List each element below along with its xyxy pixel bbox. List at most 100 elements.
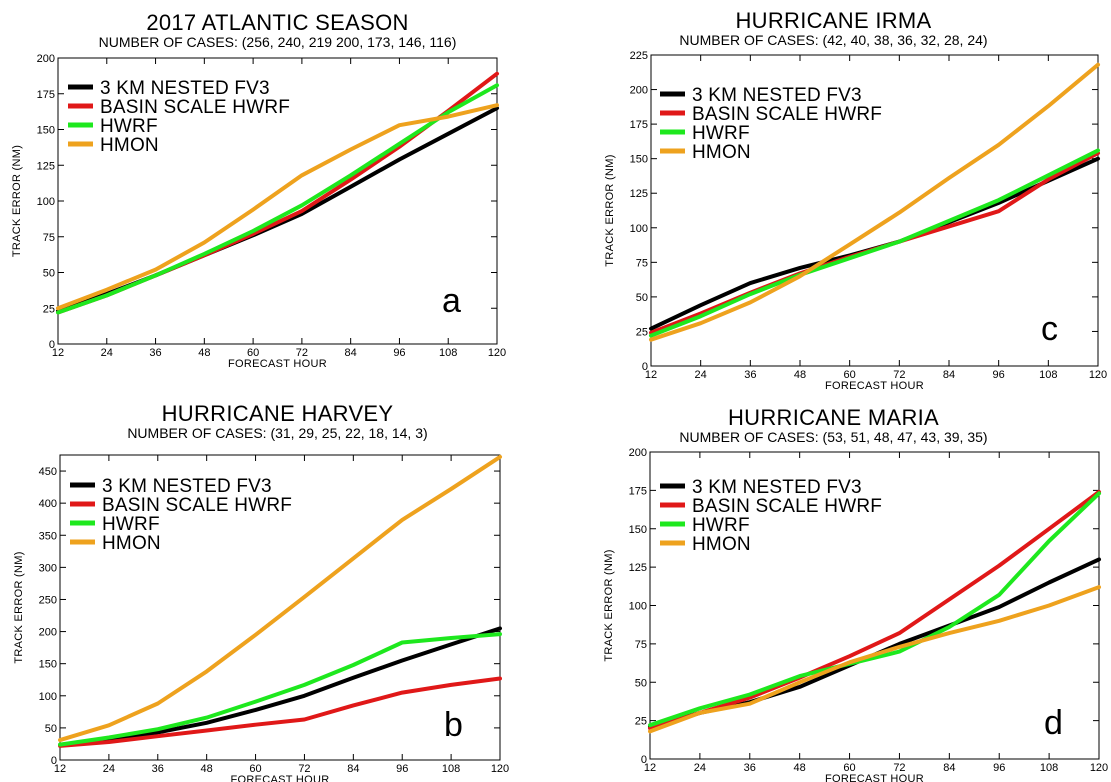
series-line-hmon: [56, 103, 499, 311]
y-tick-label: 150: [629, 524, 647, 536]
y-tick-label: 25: [635, 716, 647, 728]
y-tick-label: 75: [43, 232, 55, 244]
legend-label: 3 KM NESTED FV3: [102, 476, 272, 497]
y-tick-label: 0: [642, 361, 648, 373]
legend-label: BASIN SCALE HWRF: [692, 104, 882, 125]
x-tick-label: 108: [439, 347, 457, 359]
x-tick-label: 72: [893, 369, 905, 381]
x-tick-label: 12: [644, 762, 656, 774]
y-tick-label: 0: [49, 339, 55, 351]
chart-title-block: HURRICANE HARVEY NUMBER OF CASES: (31, 2…: [0, 403, 555, 441]
series-line-hmon: [58, 454, 502, 743]
x-tick-label: 60: [247, 347, 259, 359]
y-tick-label: 100: [37, 196, 55, 208]
x-tick-label: 84: [943, 369, 955, 381]
x-tick-label: 60: [844, 369, 856, 381]
plot-frame: [650, 54, 1099, 367]
y-tick-label: 175: [629, 485, 647, 497]
x-tick-label: 108: [1040, 762, 1058, 774]
y-tick-label: 400: [39, 498, 57, 510]
y-axis-label: TRACK ERROR (NM): [13, 551, 25, 663]
y-axis-label: TRACK ERROR (NM): [11, 145, 23, 257]
y-tick-label: 100: [630, 223, 648, 235]
chart-svg: 0 25 50 75 100 125 150 175 200 225 12 24 36 48 60 72 84 9…: [604, 50, 1107, 391]
y-tick-label: 125: [37, 160, 55, 172]
y-tick-label: 75: [635, 639, 647, 651]
legend-label: 3 KM NESTED FV3: [692, 477, 862, 498]
x-tick-label: 72: [296, 347, 308, 359]
legend-label: HWRF: [692, 123, 750, 144]
series-line-hwrf: [648, 491, 1101, 728]
chart-title: HURRICANE MARIA: [727, 405, 940, 430]
y-tick-label: 225: [630, 50, 648, 62]
y-tick-label: 300: [39, 562, 57, 574]
x-axis-label: FORECAST HOUR: [825, 773, 924, 782]
x-tick-label: 84: [347, 763, 359, 775]
y-tick-label: 200: [39, 627, 57, 639]
chart-subtitle: NUMBER OF CASES: (42, 40, 38, 36, 32, 28…: [679, 32, 988, 48]
chart-title: 2017 ATLANTIC SEASON: [146, 10, 409, 35]
legend-label: HWRF: [692, 515, 750, 536]
x-tick-label: 24: [101, 347, 113, 359]
chart-svg: 0 50 100 150 200 250 300 350 400 450 12 24 36 48 60 72 8…: [13, 454, 509, 782]
x-tick-label: 72: [298, 763, 310, 775]
x-tick-label: 120: [488, 347, 506, 359]
y-tick-label: 0: [641, 754, 647, 766]
chart-title: HURRICANE IRMA: [735, 8, 932, 33]
series-line-3-km-nested-fv3: [58, 626, 502, 748]
x-tick-label: 96: [396, 763, 408, 775]
legend-label: 3 KM NESTED FV3: [100, 78, 270, 99]
y-tick-label: 50: [635, 677, 647, 689]
chart-panel-a: 2017 ATLANTIC SEASON NUMBER OF CASES: (2…: [0, 0, 555, 391]
x-tick-label: 36: [744, 369, 756, 381]
y-tick-label: 350: [39, 530, 57, 542]
x-tick-label: 12: [52, 347, 64, 359]
panel-letter: c: [1041, 310, 1058, 348]
y-tick-label: 50: [636, 292, 648, 304]
legend-label: BASIN SCALE HWRF: [100, 97, 290, 118]
chart-svg: 0 25 50 75 100 125 150 175 200 12 24 36 48 60 72 84 96 10…: [11, 53, 506, 370]
chart-title-block: HURRICANE MARIA NUMBER OF CASES: (53, 51…: [556, 407, 1111, 445]
x-tick-label: 24: [695, 369, 707, 381]
legend-label: BASIN SCALE HWRF: [692, 496, 882, 517]
chart-panel-d: HURRICANE MARIA NUMBER OF CASES: (53, 51…: [556, 391, 1111, 782]
series-line-basin-scale-hwrf: [58, 676, 502, 748]
y-tick-label: 75: [636, 257, 648, 269]
legend-label: HWRF: [100, 116, 158, 137]
y-tick-label: 50: [45, 723, 57, 735]
y-axis-label: TRACK ERROR (NM): [603, 549, 615, 661]
chart-panel-c: HURRICANE IRMA NUMBER OF CASES: (42, 40,…: [556, 0, 1111, 392]
legend-label: HMON: [692, 534, 751, 555]
series-line-basin-scale-hwrf: [648, 489, 1101, 731]
x-tick-label: 108: [442, 763, 460, 775]
y-tick-label: 25: [43, 303, 55, 315]
y-tick-label: 175: [37, 89, 55, 101]
x-tick-label: 120: [1089, 369, 1107, 381]
series-line-basin-scale-hwrf: [649, 151, 1100, 335]
y-tick-label: 150: [37, 125, 55, 137]
x-tick-label: 120: [1090, 762, 1108, 774]
chart-subtitle: NUMBER OF CASES: (256, 240, 219 200, 173…: [98, 34, 457, 50]
x-axis-label: FORECAST HOUR: [825, 380, 924, 391]
series-line-hmon: [648, 585, 1101, 734]
legend-label: HMON: [100, 135, 159, 156]
panel-letter: b: [444, 706, 463, 744]
panel-letter: a: [442, 282, 461, 320]
y-tick-label: 175: [630, 119, 648, 131]
x-tick-label: 36: [152, 763, 164, 775]
x-tick-label: 48: [794, 762, 806, 774]
x-axis-label: FORECAST HOUR: [228, 358, 327, 370]
x-tick-label: 36: [149, 347, 161, 359]
legend-label: HMON: [102, 533, 161, 554]
x-tick-label: 120: [491, 763, 509, 775]
legend-label: BASIN SCALE HWRF: [102, 495, 292, 516]
x-tick-label: 48: [198, 347, 210, 359]
legend-label: HMON: [692, 142, 751, 163]
x-tick-label: 12: [54, 763, 66, 775]
chart-title-block: HURRICANE IRMA NUMBER OF CASES: (42, 40,…: [556, 10, 1111, 48]
x-tick-label: 48: [794, 369, 806, 381]
chart-subtitle: NUMBER OF CASES: (53, 51, 48, 47, 43, 39…: [679, 429, 988, 445]
chart-title: HURRICANE HARVEY: [161, 401, 394, 426]
x-tick-label: 96: [993, 369, 1005, 381]
x-axis-label: FORECAST HOUR: [230, 774, 329, 782]
